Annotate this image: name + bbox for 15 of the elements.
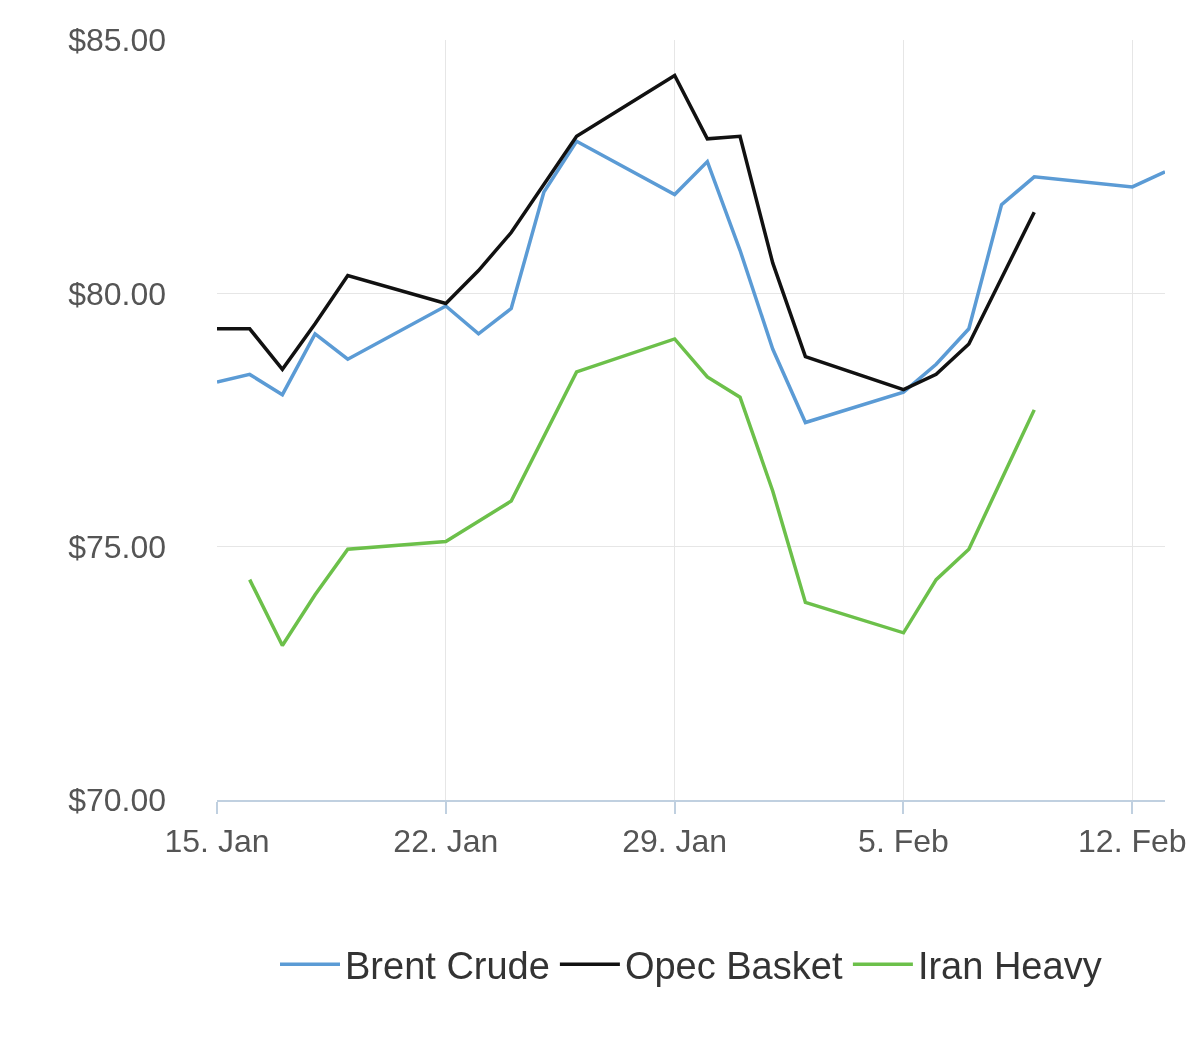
- x-tick-label: 22. Jan: [393, 823, 499, 860]
- line-series: [217, 139, 1165, 425]
- legend-label: Brent Crude: [345, 945, 550, 988]
- x-tick-label: 12. Feb: [1078, 823, 1187, 860]
- y-tick-label: $85.00: [68, 22, 166, 59]
- legend-label: Iran Heavy: [917, 945, 1102, 988]
- legend-label: Opec Basket: [624, 945, 843, 988]
- y-tick-label: $75.00: [68, 528, 166, 565]
- y-tick-label: $80.00: [68, 275, 166, 312]
- x-tick-label: 15. Jan: [164, 823, 270, 860]
- x-tick-label: 29. Jan: [622, 823, 728, 860]
- y-tick-label: $70.00: [68, 782, 166, 819]
- line-series: [217, 73, 1036, 392]
- x-tick-label: 5. Feb: [858, 823, 949, 860]
- line-series: [247, 337, 1036, 648]
